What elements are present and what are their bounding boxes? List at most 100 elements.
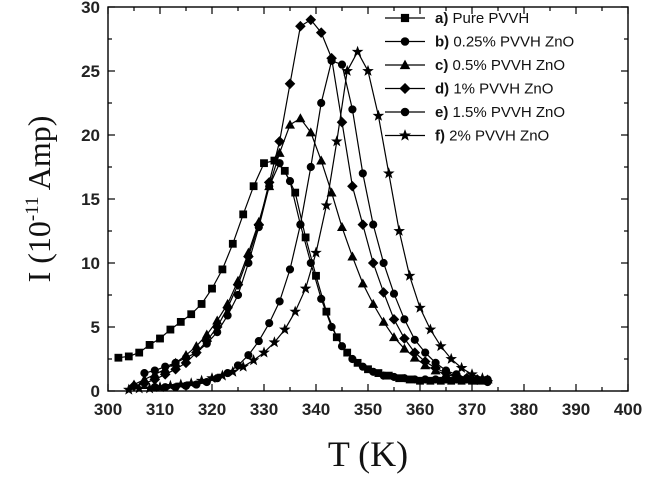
series-layer xyxy=(114,14,493,395)
marker-diamond xyxy=(170,363,181,375)
marker-circle xyxy=(327,56,336,65)
marker-diamond xyxy=(201,335,213,347)
x-tick-label: 400 xyxy=(614,400,642,419)
marker-square xyxy=(291,188,300,197)
x-tick-label: 390 xyxy=(562,400,590,419)
legend-label: c) 0.5% PVVH ZnO xyxy=(435,57,565,74)
marker-star xyxy=(320,199,333,211)
marker-diamond xyxy=(295,20,306,32)
marker-triangle xyxy=(399,59,411,70)
marker-triangle xyxy=(388,332,400,342)
marker-circle xyxy=(285,177,295,186)
marker-star xyxy=(403,269,416,281)
legend-item: a) Pure PVVH xyxy=(385,10,529,27)
marker-square xyxy=(249,182,258,191)
marker-circle xyxy=(337,342,347,351)
marker-diamond xyxy=(388,314,400,325)
marker-diamond xyxy=(305,14,317,26)
y-axis-title-suffix: Amp) xyxy=(21,116,57,197)
marker-square xyxy=(218,265,227,274)
marker-diamond xyxy=(284,78,296,90)
marker-diamond xyxy=(243,251,254,262)
marker-star xyxy=(310,246,322,258)
marker-diamond xyxy=(367,257,379,269)
marker-star xyxy=(414,301,426,313)
legend-item: c) 0.5% PVVH ZnO xyxy=(385,57,565,74)
y-axis-title-prefix: I (10 xyxy=(21,221,57,282)
marker-circle xyxy=(400,315,409,324)
marker-circle xyxy=(400,107,410,117)
marker-star xyxy=(175,378,187,390)
marker-circle xyxy=(369,367,378,376)
series-line xyxy=(118,159,483,382)
marker-diamond xyxy=(211,321,223,333)
series-line xyxy=(144,161,488,381)
legend-key: b) xyxy=(435,34,453,51)
marker-triangle xyxy=(316,155,327,165)
marker-circle xyxy=(483,377,492,387)
marker-triangle xyxy=(336,222,348,232)
marker-diamond xyxy=(263,177,275,188)
marker-circle xyxy=(296,220,305,229)
marker-star xyxy=(237,360,249,372)
marker-circle xyxy=(254,336,263,346)
marker-circle xyxy=(348,354,357,364)
y-tick-label: 5 xyxy=(91,318,100,337)
marker-triangle xyxy=(305,127,316,137)
marker-circle xyxy=(348,105,357,114)
marker-circle xyxy=(337,60,347,69)
marker-square xyxy=(156,334,164,343)
y-tick-label: 20 xyxy=(81,126,100,145)
marker-diamond xyxy=(222,302,233,314)
marker-square xyxy=(166,325,175,334)
marker-circle xyxy=(421,348,430,357)
x-tick-label: 300 xyxy=(94,400,122,419)
marker-circle xyxy=(317,98,326,108)
marker-circle xyxy=(369,220,378,229)
marker-star xyxy=(185,377,197,389)
marker-circle xyxy=(431,358,440,367)
marker-star xyxy=(383,167,395,179)
marker-circle xyxy=(462,374,471,383)
x-tick-labels: 300 310 320 330 340 350 360 370 380 390 400 xyxy=(94,400,642,419)
series-line xyxy=(133,19,488,387)
legend-key: e) xyxy=(435,104,453,121)
legend-label: d) 1% PVVH ZnO xyxy=(435,81,553,98)
marker-triangle xyxy=(399,343,410,353)
marker-square xyxy=(197,300,206,308)
marker-triangle xyxy=(378,316,389,326)
marker-circle xyxy=(285,265,295,274)
marker-diamond xyxy=(347,180,358,192)
legend-key: c) xyxy=(435,57,453,74)
marker-circle xyxy=(389,372,399,382)
legend-name: 1.5% PVVH ZnO xyxy=(453,104,566,121)
marker-diamond xyxy=(399,82,411,95)
marker-star xyxy=(393,224,405,236)
x-tick-label: 370 xyxy=(458,400,486,419)
marker-circle xyxy=(358,362,367,371)
marker-star xyxy=(435,340,447,352)
marker-star xyxy=(123,383,135,395)
marker-circle xyxy=(410,375,419,384)
marker-triangle xyxy=(326,187,337,197)
marker-diamond xyxy=(419,356,431,367)
marker-diamond xyxy=(180,357,192,369)
legend-label: e) 1.5% PVVH ZnO xyxy=(435,104,565,121)
marker-circle xyxy=(410,335,419,344)
legend-key: d) xyxy=(435,81,453,98)
y-tick-label: 30 xyxy=(81,0,100,17)
marker-star xyxy=(299,282,312,294)
marker-star xyxy=(247,354,260,366)
marker-star xyxy=(258,346,270,358)
marker-circle xyxy=(441,366,451,375)
marker-star xyxy=(476,372,489,384)
marker-star xyxy=(195,374,208,386)
marker-triangle xyxy=(357,278,368,288)
marker-star xyxy=(331,135,343,147)
marker-square xyxy=(208,284,216,293)
marker-square xyxy=(301,233,310,242)
series-6 xyxy=(123,45,489,395)
legend-label: a) Pure PVVH xyxy=(435,10,529,27)
marker-circle xyxy=(379,258,388,268)
legend-item: f) 2% PVVH ZnO xyxy=(385,128,549,145)
